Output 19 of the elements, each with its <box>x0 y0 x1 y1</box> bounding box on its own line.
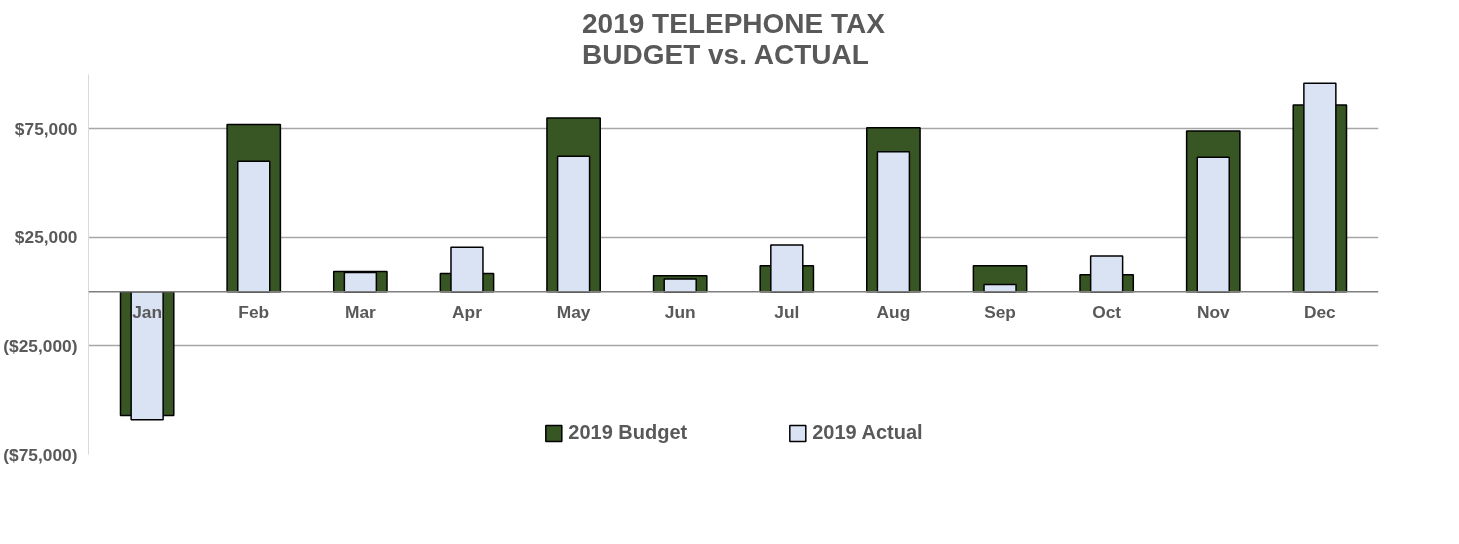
chart-title: 2019 TELEPHONE TAX BUDGET vs. ACTUAL <box>582 7 886 70</box>
legend-label: 2019 Actual <box>812 421 923 444</box>
x-tick-label: Sep <box>984 301 1016 322</box>
x-tick-label: Dec <box>1303 301 1337 322</box>
x-tick-label: Jul <box>774 301 800 322</box>
x-tick-label: Feb <box>238 301 270 322</box>
x-tick-label: Mar <box>344 301 377 322</box>
x-tick-label: Apr <box>452 301 483 322</box>
x-tick-label: Oct <box>1092 301 1122 322</box>
y-tick-label: ($75,000) <box>3 444 78 465</box>
x-tick-label: Nov <box>1196 301 1230 322</box>
y-tick-label: $75,000 <box>14 118 78 139</box>
x-tick-label: Jan <box>132 301 163 322</box>
x-tick-label: Jun <box>664 301 696 322</box>
y-tick-label: $25,000 <box>14 227 78 248</box>
x-tick-label: May <box>556 301 591 322</box>
y-tick-label: ($25,000) <box>3 335 78 356</box>
x-tick-label: Aug <box>876 301 911 322</box>
legend-label: 2019 Budget <box>568 421 688 444</box>
